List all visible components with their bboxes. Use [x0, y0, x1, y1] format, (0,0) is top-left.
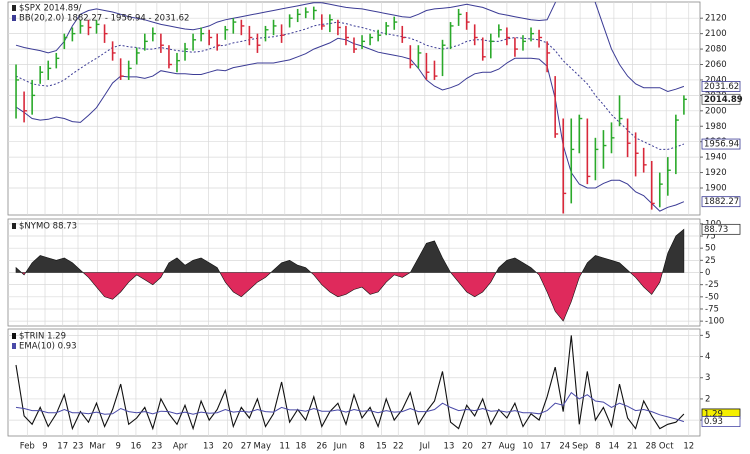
value-box-label: 0.93: [704, 417, 723, 427]
x-tick-label: 17: [540, 442, 551, 452]
y-tick-label: 2040: [705, 75, 727, 85]
value-box: [701, 196, 741, 208]
y-tick-label: 1940: [705, 153, 727, 163]
x-tick-label: 14: [608, 442, 619, 452]
y-tick-label: 1980: [705, 122, 727, 132]
x-tick-label: 23: [73, 442, 84, 452]
legend-swatch: [12, 333, 16, 339]
x-tick-label: Oct: [659, 442, 674, 452]
x-tick-label: Mar: [89, 442, 106, 452]
x-tick-label: 28: [646, 442, 657, 452]
x-tick-label: 9: [116, 442, 121, 452]
x-tick-label: 23: [151, 442, 162, 452]
band-middle: [15, 21, 685, 150]
x-tick-label: May: [253, 442, 271, 452]
legend-swatch: [12, 343, 16, 349]
series-line: [15, 335, 685, 431]
x-tick-label: 22: [393, 442, 404, 452]
value-box: [701, 416, 741, 427]
y-tick-label: 25: [705, 256, 716, 266]
y-tick-label: 75: [705, 232, 716, 242]
y-tick-label: 2: [705, 394, 710, 404]
legend-swatch: [12, 15, 16, 21]
x-tick-label: 11: [279, 442, 290, 452]
x-tick-label: Jun: [333, 442, 347, 452]
value-box-label: 1956.94: [704, 140, 739, 150]
x-tick-label: 27: [481, 442, 492, 452]
x-tick-label: 24: [559, 442, 570, 452]
x-tick-label: 13: [444, 442, 455, 452]
x-tick-label: Sep: [572, 442, 588, 452]
x-tick-label: Apr: [173, 442, 188, 452]
y-tick-label: 5: [705, 331, 710, 341]
x-tick-label: Aug: [499, 442, 516, 452]
x-tick-label: 18: [295, 442, 306, 452]
x-tick-label: Feb: [20, 442, 35, 452]
x-tick-label: 20: [222, 442, 233, 452]
y-tick-label: 50: [705, 244, 716, 254]
band-label: BB(20,2.0) 1882.27 - 1956.94 - 2031.62: [19, 14, 189, 24]
y-tick-label: 2100: [705, 29, 727, 39]
panel-label: $SPX 2014.89/: [19, 4, 82, 14]
series-line: [15, 391, 685, 423]
y-tick-label: -100: [705, 317, 724, 327]
y-tick-label: 3: [705, 373, 710, 383]
x-tick-label: 13: [203, 442, 214, 452]
y-tick-label: 2000: [705, 106, 727, 116]
x-tick-label: 12: [683, 442, 694, 452]
x-tick-label: 8: [359, 442, 364, 452]
legend-label: EMA(10) 0.93: [19, 342, 77, 352]
value-box-label: 1882.27: [704, 197, 739, 207]
value-box: [701, 223, 741, 235]
y-tick-label: 0: [705, 268, 710, 278]
x-tick-label: 15: [376, 442, 387, 452]
x-tick-label: 21: [627, 442, 638, 452]
panel-label: $NYMO 88.73: [19, 222, 77, 232]
y-tick-label: 2120: [705, 14, 727, 24]
value-box-label: 1.29: [704, 409, 723, 419]
legend-swatch: [12, 223, 16, 229]
x-tick-label: 26: [316, 442, 327, 452]
x-tick-label: 20: [462, 442, 473, 452]
x-tick-label: 27: [241, 442, 252, 452]
nymo-area: [15, 228, 685, 322]
legend-label: $TRIN 1.29: [19, 332, 66, 342]
value-box-label: 2014.89: [704, 95, 743, 105]
plot: [8, 329, 700, 436]
value-box: [701, 81, 741, 92]
x-tick-label: 8: [595, 442, 600, 452]
value-box-label: 88.73: [704, 225, 728, 235]
band-upper: [15, 2, 685, 93]
x-tick-label: 9: [42, 442, 47, 452]
plot: [8, 2, 700, 215]
y-tick-label: 1900: [705, 183, 727, 193]
y-tick-label: 1920: [705, 168, 727, 178]
y-tick-label: -25: [705, 280, 719, 290]
y-tick-label: -75: [705, 304, 719, 314]
x-tick-label: 16: [131, 442, 142, 452]
x-tick-label: Jul: [419, 442, 430, 452]
value-box-label: 2031.62: [704, 82, 739, 92]
y-tick-label: 2060: [705, 60, 727, 70]
x-tick-label: 17: [57, 442, 68, 452]
value-box: [701, 138, 741, 150]
y-tick-label: 4: [705, 352, 710, 362]
value-box: [701, 93, 741, 105]
y-tick-label: 2080: [705, 45, 727, 55]
legend-swatch: [12, 5, 16, 11]
y-tick-label: -50: [705, 292, 719, 302]
band-lower: [15, 37, 685, 212]
plot: [8, 219, 700, 326]
x-tick-label: 10: [522, 442, 533, 452]
trin-panel: [7, 328, 701, 437]
